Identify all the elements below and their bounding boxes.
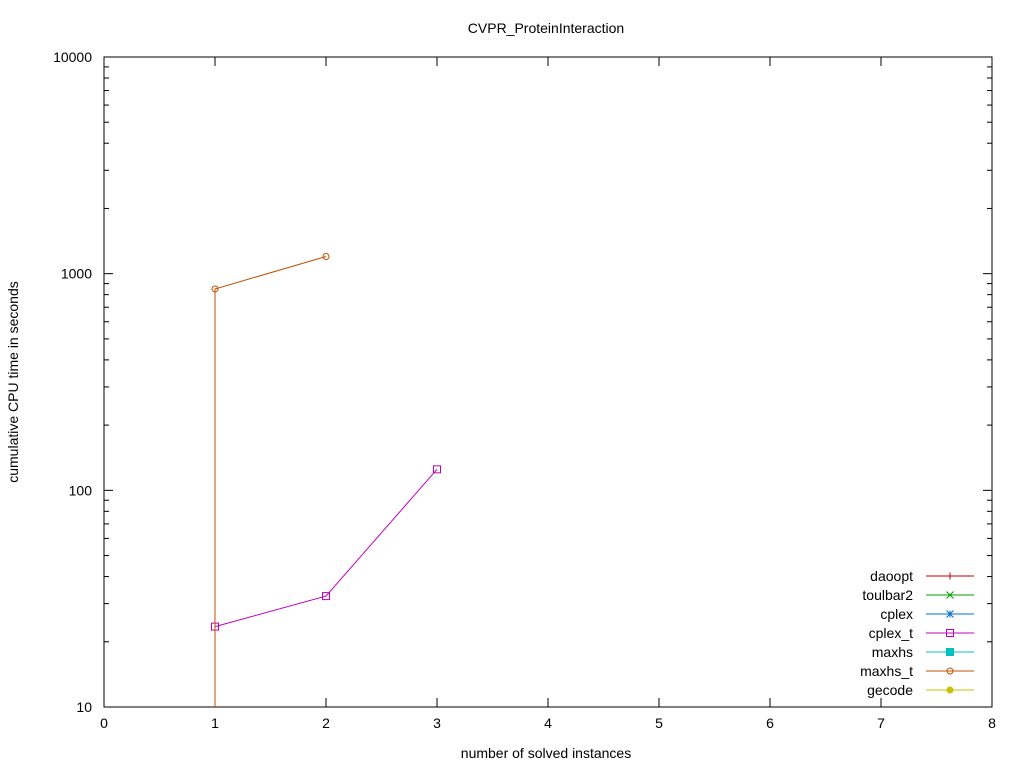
x-tick-label: 5 [655, 715, 663, 731]
legend-label: maxhs [872, 644, 913, 660]
data-point [946, 686, 954, 694]
x-tick-label: 1 [211, 715, 219, 731]
series-maxhs-t [211, 253, 330, 707]
legend-entry: daoopt [870, 568, 974, 584]
x-tick-label: 6 [766, 715, 774, 731]
series-cplex-t [211, 465, 441, 631]
legend-label: toulbar2 [862, 587, 913, 603]
legend-entry: maxhs [872, 644, 974, 660]
series-line [214, 256, 327, 707]
y-axis-label: cumulative CPU time in seconds [5, 281, 21, 483]
legend-label: maxhs_t [860, 663, 913, 679]
plot-frame [103, 56, 993, 708]
x-tick-label: 2 [322, 715, 330, 731]
y-tick-label: 1000 [61, 266, 92, 282]
legend-entry: toulbar2 [862, 587, 974, 603]
x-tick-label: 0 [100, 715, 108, 731]
data-point [946, 572, 954, 580]
legend-label: daoopt [870, 568, 913, 584]
data-point [946, 591, 954, 599]
x-tick-label: 8 [988, 715, 996, 731]
legend-entry: cplex [880, 606, 974, 622]
y-tick-label: 10 [76, 699, 92, 715]
series-line [214, 469, 438, 628]
x-tick-label: 3 [433, 715, 441, 731]
legend-label: cplex_t [869, 625, 913, 641]
x-tick-label: 4 [544, 715, 552, 731]
legend-entry: gecode [867, 682, 974, 698]
legend-label: gecode [867, 682, 913, 698]
legend-entry: cplex_t [869, 625, 974, 641]
data-point [211, 285, 219, 293]
data-point [433, 465, 441, 474]
x-tick-label: 7 [877, 715, 885, 731]
data-point [322, 592, 330, 601]
data-point [946, 610, 954, 618]
axis-ticks: 0 1 2 3 4 5 6 7 8 10 100 1000 10000 [53, 49, 996, 731]
legend-label: cplex [880, 606, 913, 622]
data-point [322, 253, 330, 261]
x-axis-label: number of solved instances [461, 745, 631, 761]
y-tick-label: 10000 [53, 49, 92, 65]
series-layer [211, 253, 441, 707]
data-point [946, 667, 954, 675]
data-point [946, 648, 954, 656]
chart-title: CVPR_ProteinInteraction [468, 20, 624, 36]
y-tick-label: 100 [69, 482, 93, 498]
data-point [946, 629, 954, 637]
legend-entry: maxhs_t [860, 663, 974, 679]
